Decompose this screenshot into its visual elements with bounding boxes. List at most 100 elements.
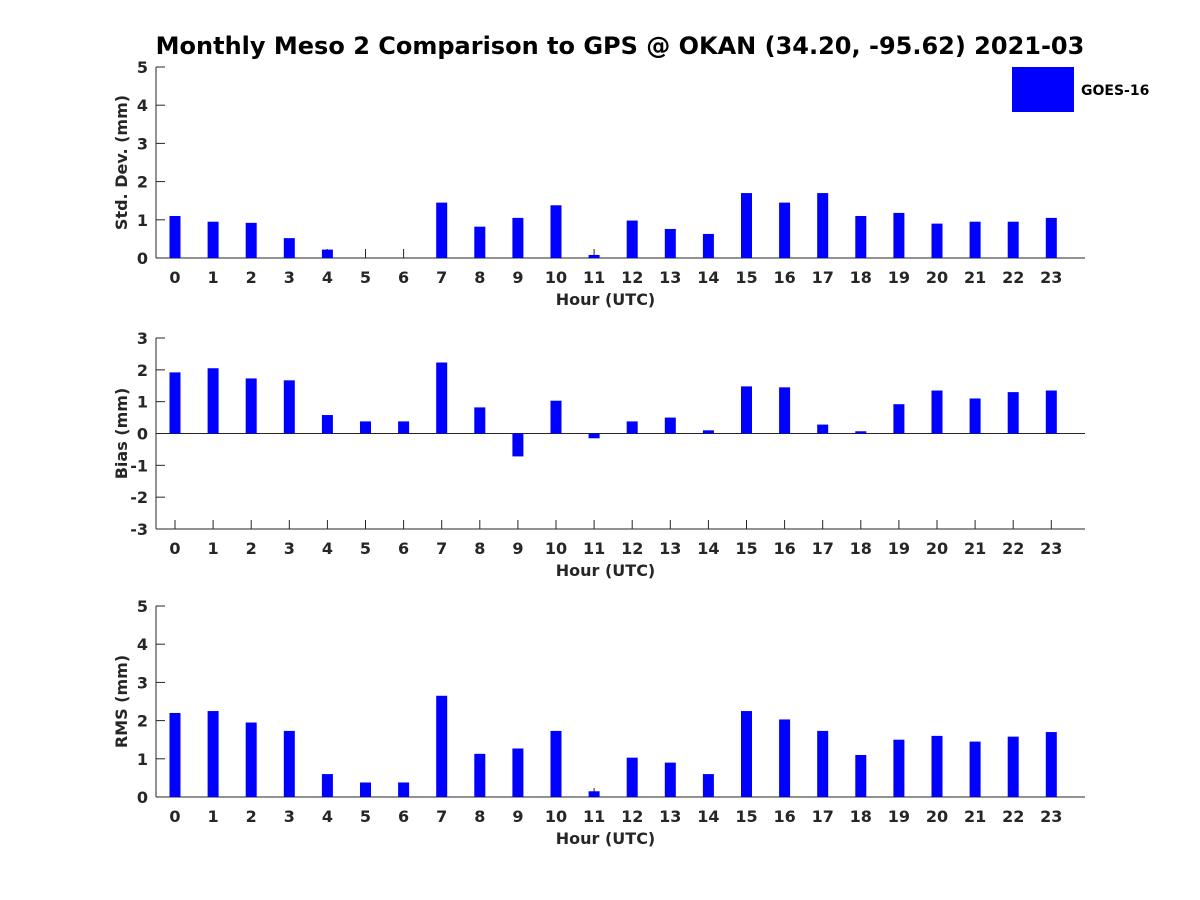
rms-mm-x-tick-label: 8 xyxy=(474,807,485,826)
bias-mm-bar-hour-16 xyxy=(779,387,791,434)
bias-mm-bar-hour-9 xyxy=(512,433,524,457)
bias-mm-x-tick-label: 5 xyxy=(360,539,371,558)
rms-mm-bar-hour-22 xyxy=(1007,736,1019,797)
std-dev-mm-x-tick-label: 10 xyxy=(545,268,567,287)
std-dev-mm-bar-hour-17 xyxy=(817,193,829,258)
bias-mm-x-axis-label: Hour (UTC) xyxy=(556,561,656,580)
std-dev-mm-bar-hour-1 xyxy=(207,221,219,258)
rms-mm-y-tick-label: 1 xyxy=(137,750,148,769)
std-dev-mm-bar-hour-4 xyxy=(321,249,333,258)
bias-mm-bar-hour-14 xyxy=(702,430,714,434)
chart-title: Monthly Meso 2 Comparison to GPS @ OKAN … xyxy=(156,32,1085,60)
std-dev-mm-bar-hour-7 xyxy=(436,202,448,258)
rms-mm-x-tick-label: 2 xyxy=(246,807,257,826)
std-dev-mm-bar-hour-23 xyxy=(1045,217,1057,258)
bias-mm-bar-hour-8 xyxy=(474,407,486,434)
std-dev-mm-x-axis-label: Hour (UTC) xyxy=(556,290,656,309)
std-dev-mm-x-tick-label: 11 xyxy=(583,268,605,287)
bias-mm-x-tick-label: 22 xyxy=(1002,539,1024,558)
rms-mm-bar-hour-11 xyxy=(588,791,600,797)
rms-mm-x-tick-label: 17 xyxy=(812,807,834,826)
std-dev-mm-x-tick-label: 0 xyxy=(169,268,180,287)
bias-mm-bar-hour-21 xyxy=(969,398,981,434)
legend-label-goes-16: GOES-16 xyxy=(1081,83,1149,99)
std-dev-mm-bar-hour-14 xyxy=(702,233,714,258)
bias-mm-bar-hour-15 xyxy=(741,386,752,434)
bias-mm-bar-hour-0 xyxy=(169,372,181,434)
bias-mm-x-tick-label: 12 xyxy=(621,539,643,558)
rms-mm-x-tick-label: 23 xyxy=(1040,807,1062,826)
std-dev-mm-x-tick-label: 23 xyxy=(1040,268,1062,287)
std-dev-mm-x-tick-label: 18 xyxy=(850,268,872,287)
std-dev-mm-x-tick-label: 4 xyxy=(322,268,333,287)
legend: GOES-16 xyxy=(1012,67,1149,112)
rms-mm-y-axis-label: RMS (mm) xyxy=(112,655,131,748)
bias-mm-bar-hour-17 xyxy=(817,424,829,434)
rms-mm-x-tick-label: 5 xyxy=(360,807,371,826)
rms-mm-bar-hour-10 xyxy=(550,730,562,797)
bias-mm-x-tick-label: 3 xyxy=(284,539,295,558)
bias-mm-bar-hour-18 xyxy=(855,431,867,434)
bias-mm-x-tick-label: 10 xyxy=(545,539,567,558)
std-dev-mm-bar-hour-22 xyxy=(1007,221,1019,258)
rms-mm-bar-hour-5 xyxy=(360,782,371,797)
bias-mm-bar-hour-3 xyxy=(283,380,295,434)
rms-mm-x-tick-label: 19 xyxy=(888,807,910,826)
std-dev-mm-y-axis-label: Std. Dev. (mm) xyxy=(112,95,131,230)
bias-mm-x-tick-label: 9 xyxy=(512,539,523,558)
bias-mm-bar-hour-6 xyxy=(398,421,410,434)
rms-mm-x-tick-label: 4 xyxy=(322,807,333,826)
rms-mm-bar-hour-3 xyxy=(283,730,295,797)
rms-mm-bar-hour-0 xyxy=(169,712,181,797)
std-dev-mm-x-tick-label: 8 xyxy=(474,268,485,287)
std-dev-mm-bar-hour-3 xyxy=(283,238,295,258)
rms-mm-bar-hour-15 xyxy=(741,711,752,797)
std-dev-mm-x-tick-label: 1 xyxy=(208,268,219,287)
rms-mm-y-tick-label: 5 xyxy=(137,597,148,616)
rms-mm-x-tick-label: 13 xyxy=(659,807,681,826)
std-dev-mm-x-tick-label: 21 xyxy=(964,268,986,287)
bias-mm-y-tick-label: 1 xyxy=(137,393,148,412)
bias-mm-x-tick-label: 20 xyxy=(926,539,948,558)
bias-mm-x-tick-label: 6 xyxy=(398,539,409,558)
bias-mm-x-tick-label: 4 xyxy=(322,539,333,558)
rms-mm-bar-hour-13 xyxy=(664,762,676,797)
rms-mm-x-tick-label: 12 xyxy=(621,807,643,826)
rms-mm-bar-hour-12 xyxy=(626,757,638,797)
bias-mm-y-tick-label: 0 xyxy=(137,425,148,444)
bias-mm-bar-hour-22 xyxy=(1007,392,1019,434)
std-dev-mm-bar-hour-19 xyxy=(893,212,905,258)
bias-mm-y-tick-label: -2 xyxy=(130,488,148,507)
rms-mm-bar-hour-4 xyxy=(321,774,333,797)
rms-mm-x-tick-label: 10 xyxy=(545,807,567,826)
std-dev-mm-bar-hour-8 xyxy=(474,226,486,258)
std-dev-mm-x-tick-label: 13 xyxy=(659,268,681,287)
rms-mm-bar-hour-18 xyxy=(855,754,867,797)
bias-mm-bar-hour-23 xyxy=(1045,390,1057,434)
std-dev-mm-x-tick-label: 16 xyxy=(773,268,795,287)
bias-mm-bar-hour-20 xyxy=(931,390,943,434)
std-dev-mm-bar-hour-18 xyxy=(855,215,867,258)
std-dev-mm-y-tick-label: 1 xyxy=(137,211,148,230)
std-dev-mm-bar-hour-0 xyxy=(169,215,181,258)
std-dev-mm-y-tick-label: 0 xyxy=(137,249,148,268)
bias-mm-bar-hour-13 xyxy=(664,417,676,434)
rms-mm-y-tick-label: 0 xyxy=(137,788,148,807)
rms-mm-x-tick-label: 7 xyxy=(436,807,447,826)
rms-mm-bar-hour-16 xyxy=(779,719,791,797)
std-dev-mm-x-tick-label: 3 xyxy=(284,268,295,287)
std-dev-mm-bar-hour-9 xyxy=(512,217,524,258)
std-dev-mm-bar-hour-12 xyxy=(626,220,638,258)
rms-mm-x-axis-label: Hour (UTC) xyxy=(556,829,656,848)
std-dev-mm-y-tick-label: 4 xyxy=(137,96,148,115)
std-dev-mm-x-tick-label: 5 xyxy=(360,268,371,287)
bias-mm-y-tick-label: -3 xyxy=(130,520,148,539)
std-dev-mm-x-tick-label: 17 xyxy=(812,268,834,287)
rms-mm-x-tick-label: 0 xyxy=(169,807,180,826)
rms-mm-x-tick-label: 20 xyxy=(926,807,948,826)
rms-mm-bar-hour-21 xyxy=(969,741,981,797)
